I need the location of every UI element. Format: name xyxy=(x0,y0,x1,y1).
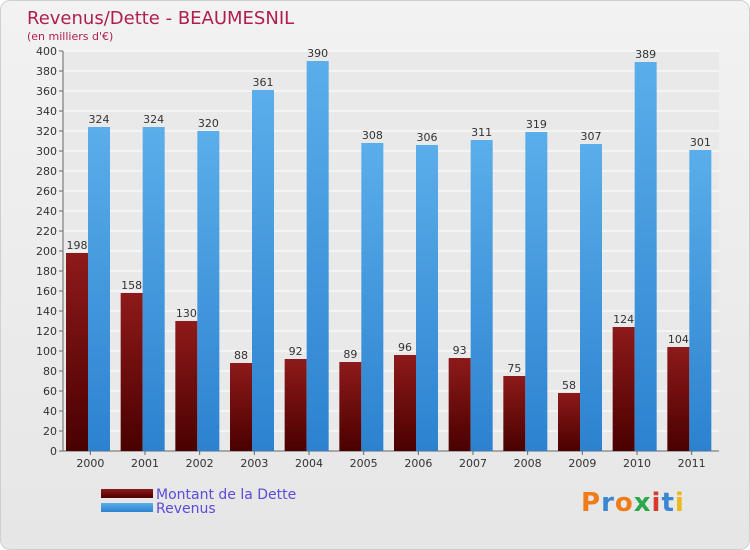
x-tick-label: 2008 xyxy=(514,457,542,470)
y-tick-label: 300 xyxy=(36,145,57,158)
x-tick-label: 2009 xyxy=(568,457,596,470)
dette-value-label: 58 xyxy=(562,379,576,392)
y-tick-label: 140 xyxy=(36,305,57,318)
revenus-value-label: 320 xyxy=(198,117,219,130)
dette-bar xyxy=(66,253,88,451)
revenus-bar xyxy=(361,143,384,451)
y-tick-label: 240 xyxy=(36,205,57,218)
y-tick-label: 260 xyxy=(36,185,57,198)
revenus-bar xyxy=(306,61,329,451)
chart-subtitle: (en milliers d'€) xyxy=(27,30,113,43)
dette-value-label: 130 xyxy=(176,307,197,320)
dette-bar xyxy=(284,359,307,451)
x-tick-label: 2007 xyxy=(459,457,487,470)
logo-letter: P xyxy=(581,488,602,518)
logo-letter: t xyxy=(661,488,675,518)
dette-value-label: 198 xyxy=(67,239,88,252)
y-tick-label: 80 xyxy=(43,365,57,378)
y-tick-label: 400 xyxy=(36,45,57,58)
x-tick-label: 2005 xyxy=(350,457,378,470)
dette-value-label: 93 xyxy=(453,344,467,357)
x-tick-label: 2004 xyxy=(295,457,323,470)
revenus-value-label: 301 xyxy=(690,136,711,149)
revenus-value-label: 390 xyxy=(307,47,328,60)
legend-label-revenus: Revenus xyxy=(156,501,216,517)
y-tick-label: 220 xyxy=(36,225,57,238)
x-tick-label: 2000 xyxy=(76,457,104,470)
y-tick-label: 340 xyxy=(36,105,57,118)
dette-bar xyxy=(339,362,362,451)
revenus-value-label: 308 xyxy=(362,129,383,142)
dette-value-label: 75 xyxy=(507,362,521,375)
revenus-value-label: 324 xyxy=(89,113,110,126)
x-tick-label: 2001 xyxy=(131,457,159,470)
proxiti-logo: Proxiti xyxy=(581,488,685,518)
dette-bar xyxy=(612,327,635,451)
x-tick-label: 2002 xyxy=(186,457,214,470)
y-tick-label: 160 xyxy=(36,285,57,298)
revenus-bar xyxy=(252,90,274,451)
y-tick-label: 280 xyxy=(36,165,57,178)
y-tick-label: 380 xyxy=(36,65,57,78)
chart-title: Revenus/Dette - BEAUMESNIL xyxy=(27,8,294,29)
revenus-value-label: 324 xyxy=(143,113,164,126)
legend-swatch-dette xyxy=(101,489,153,498)
y-tick-label: 120 xyxy=(36,325,57,338)
y-tick-label: 320 xyxy=(36,125,57,138)
y-tick-label: 60 xyxy=(43,385,57,398)
revenus-value-label: 389 xyxy=(635,48,656,61)
revenus-value-label: 311 xyxy=(471,126,492,139)
revenus-bar xyxy=(88,127,110,451)
revenus-value-label: 306 xyxy=(417,131,438,144)
revenus-bar xyxy=(525,132,548,451)
x-tick-label: 2003 xyxy=(240,457,268,470)
legend-swatch-revenus xyxy=(101,503,153,512)
y-tick-label: 200 xyxy=(36,245,57,258)
dette-value-label: 96 xyxy=(398,341,412,354)
dette-bar xyxy=(448,358,471,451)
dette-bar xyxy=(503,376,526,451)
dette-bar xyxy=(394,355,416,451)
revenus-value-label: 319 xyxy=(526,118,547,131)
y-tick-label: 40 xyxy=(43,405,57,418)
dette-value-label: 88 xyxy=(234,349,248,362)
revenus-bar xyxy=(580,144,602,451)
dette-value-label: 89 xyxy=(343,348,357,361)
revenus-bar xyxy=(197,131,220,451)
dette-bar xyxy=(558,393,580,451)
revenus-bar xyxy=(689,150,712,451)
x-tick-label: 2011 xyxy=(678,457,706,470)
dette-value-label: 92 xyxy=(289,345,303,358)
x-tick-label: 2006 xyxy=(404,457,432,470)
revenus-value-label: 361 xyxy=(253,76,274,89)
dette-value-label: 158 xyxy=(121,279,142,292)
dette-bar xyxy=(175,321,198,451)
revenus-value-label: 307 xyxy=(581,130,602,143)
x-tick-label: 2010 xyxy=(623,457,651,470)
logo-letter: i xyxy=(674,488,685,518)
dette-bar xyxy=(230,363,252,451)
y-tick-label: 360 xyxy=(36,85,57,98)
logo-letter: x xyxy=(633,488,652,518)
dette-bar xyxy=(667,347,690,451)
y-tick-label: 100 xyxy=(36,345,57,358)
revenus-bar xyxy=(634,62,657,451)
dette-value-label: 124 xyxy=(613,313,634,326)
revenus-bar xyxy=(142,127,165,451)
dette-value-label: 104 xyxy=(668,333,689,346)
y-tick-label: 0 xyxy=(50,445,57,458)
dette-bar xyxy=(120,293,143,451)
y-tick-label: 20 xyxy=(43,425,57,438)
logo-letter: r xyxy=(601,488,615,518)
y-tick-label: 180 xyxy=(36,265,57,278)
revenus-bar xyxy=(470,140,493,451)
logo-letter: i xyxy=(651,488,662,518)
legend-label-dette: Montant de la Dette xyxy=(156,487,296,503)
logo-letter: o xyxy=(614,488,634,518)
revenus-bar xyxy=(416,145,438,451)
